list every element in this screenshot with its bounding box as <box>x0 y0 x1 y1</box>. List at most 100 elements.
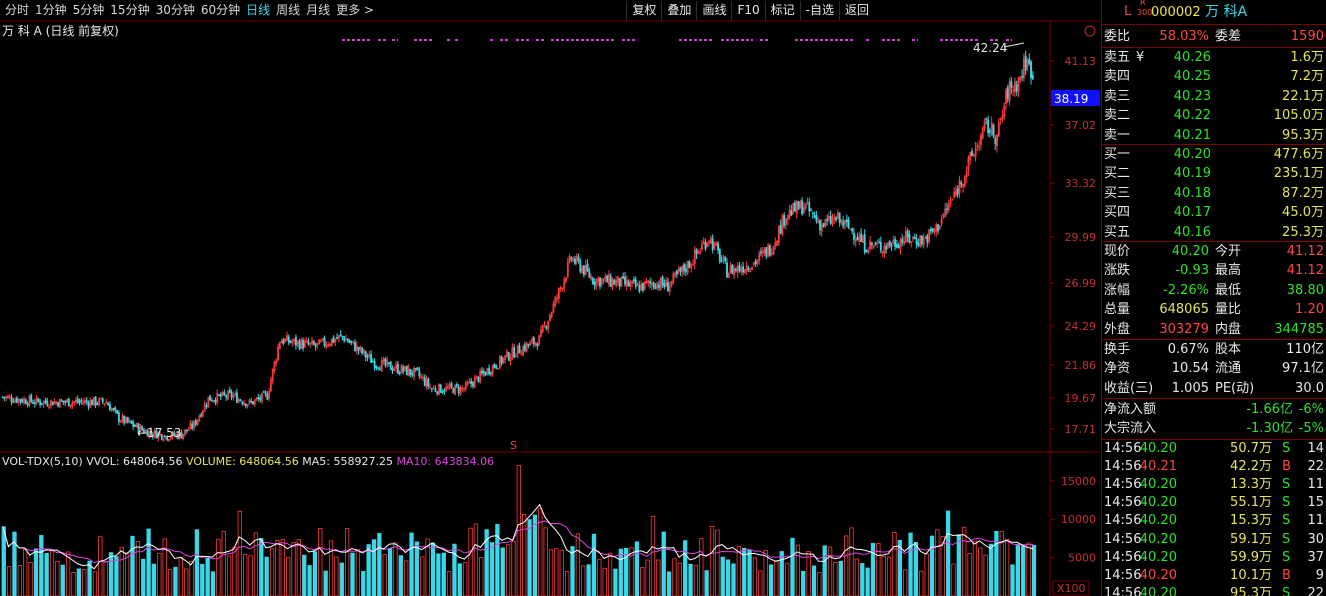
volume-bar <box>742 547 747 596</box>
candle-body <box>983 121 986 129</box>
candle-body <box>674 272 677 276</box>
candle-body <box>144 430 147 433</box>
period-tab-4[interactable]: 30分钟 <box>155 3 195 17</box>
tick-volume: 13.3万 <box>1230 477 1272 493</box>
period-tab-8[interactable]: 月线 <box>306 3 331 17</box>
period-tab-7[interactable]: 周线 <box>276 3 301 17</box>
tool-button-5[interactable]: -自选 <box>799 0 839 20</box>
legend-name: VOL-TDX(5,10) <box>2 455 86 468</box>
volume-bar <box>184 568 189 596</box>
candle-body <box>933 229 936 233</box>
divider <box>1102 439 1326 440</box>
circle-arrow-icon[interactable] <box>1084 25 1096 37</box>
candle-body <box>298 341 301 350</box>
volume-bar <box>264 556 269 596</box>
candle-body <box>745 265 748 272</box>
candle-body <box>225 395 228 398</box>
candle-body <box>833 216 836 220</box>
stock-tag-top: R <box>1140 0 1146 7</box>
volume-bar <box>17 565 22 596</box>
tick-count: 9 <box>1315 567 1324 583</box>
candle-body <box>806 201 809 204</box>
candle-body <box>552 303 555 313</box>
period-tab-0[interactable]: 分时 <box>5 3 30 17</box>
volume-bar <box>516 465 521 596</box>
candle-body <box>388 361 390 364</box>
candle-body <box>688 261 691 269</box>
tool-button-0[interactable]: 复权 <box>626 0 661 20</box>
volume-bar <box>495 523 500 596</box>
tick-price: 40.20 <box>1139 513 1177 529</box>
candle-body <box>758 253 761 261</box>
period-tab-3[interactable]: 15分钟 <box>110 3 150 17</box>
period-tab-5[interactable]: 60分钟 <box>200 3 241 17</box>
chart-canvas[interactable]: 万 科 A (日线 前复权) 41.13 37.02 33.32 29.99 26.99 2… <box>0 21 1100 596</box>
candle-body <box>531 339 533 342</box>
candle-body <box>355 345 358 352</box>
candle-body <box>591 277 594 285</box>
candle-body <box>470 380 473 384</box>
candle-body <box>997 122 1000 137</box>
volume-bar <box>962 526 967 596</box>
bid-label: 买一 <box>1104 147 1131 162</box>
quote-label: 涨幅 <box>1104 282 1131 298</box>
candle-body <box>473 377 476 388</box>
flow-row-0: 净流入额 -1.66亿 -6% <box>1102 400 1326 419</box>
candle-body <box>373 361 376 369</box>
stock-code: 000002 <box>1151 5 1201 20</box>
candle-body <box>268 391 271 399</box>
tool-button-6[interactable]: 返回 <box>838 0 874 20</box>
candle-body <box>51 401 54 406</box>
candle-body <box>343 336 346 342</box>
volume-bar <box>956 534 961 596</box>
tool-button-3[interactable]: F10 <box>731 0 764 20</box>
high-arrow <box>1003 42 1025 48</box>
tick-count: 22 <box>1307 459 1324 475</box>
volume-bar <box>709 526 715 596</box>
volume-bar <box>108 552 114 596</box>
volume-bar <box>844 535 849 596</box>
candle-body <box>244 403 247 407</box>
candle-body <box>123 415 126 424</box>
candle-body <box>416 367 419 371</box>
candle-body <box>701 244 703 250</box>
candle-body <box>1021 75 1024 78</box>
volume-bar <box>468 527 473 596</box>
period-tab-6[interactable]: 日线 <box>246 3 271 17</box>
volume-bar <box>119 546 124 596</box>
candle-body <box>241 401 244 405</box>
volume-bar <box>575 533 581 596</box>
candle-body <box>103 403 106 405</box>
volume-bar <box>532 514 538 596</box>
candle-body <box>783 215 786 226</box>
candle-body <box>8 395 11 398</box>
volume-bar <box>897 539 902 596</box>
kline-chart[interactable]: 万 科 A (日线 前复权) 41.13 37.02 33.32 29.99 26.99 2… <box>0 21 1100 596</box>
ma5-line <box>2 503 1034 570</box>
ask-label: 卖二 <box>1104 108 1131 124</box>
tool-button-4[interactable]: 标记 <box>764 0 800 20</box>
volume-bar <box>661 531 666 596</box>
quote-row-3: 总量 648065 量比 1.20 <box>1102 300 1326 319</box>
candle-body <box>763 249 766 254</box>
candle-body <box>295 336 297 346</box>
period-tab-1[interactable]: 1分钟 <box>35 3 67 17</box>
tick-price: 40.20 <box>1139 585 1177 596</box>
candle-body <box>702 241 705 245</box>
candle-body <box>663 283 666 288</box>
volume-bar <box>162 538 167 596</box>
period-tab-9[interactable]: 更多 > <box>336 3 375 17</box>
candle-body <box>286 335 288 341</box>
tool-button-1[interactable]: 叠加 <box>661 0 696 20</box>
tool-button-2[interactable]: 画线 <box>696 0 731 20</box>
candle-body <box>427 378 430 387</box>
candle-body <box>518 345 521 354</box>
period-tab-2[interactable]: 5分钟 <box>72 3 105 17</box>
candle-body <box>196 419 199 425</box>
bid-row-4: 买五 40.16 25.3万 <box>1102 223 1326 242</box>
candle-body <box>352 341 355 343</box>
weibi-row: 委比 58.03% 委差 1590 <box>1102 27 1326 46</box>
candle-body <box>869 240 872 249</box>
volume-bar <box>157 552 162 596</box>
candle-body <box>887 242 889 248</box>
